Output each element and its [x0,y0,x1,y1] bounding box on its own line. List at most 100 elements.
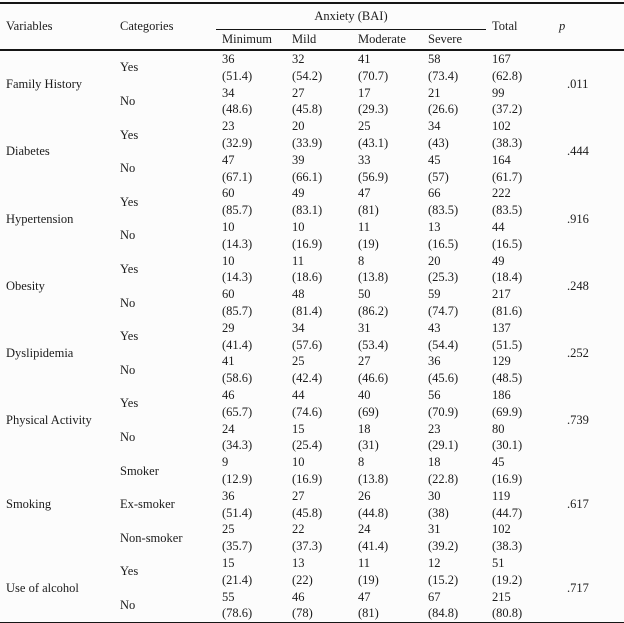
category-cell: Yes [120,396,139,411]
count-cell: 119 [492,488,511,503]
count-cell: 10 [292,219,305,234]
column-header-severe: Severe [428,32,463,46]
percent-cell: (48.5) [492,371,523,386]
count-row: Dyslipidemia Yes 29 34 31 43 137 .252 [0,320,624,360]
variable-cell: Physical Activity [6,413,92,428]
count-row: Smoking Smoker 9 10 8 18 45 .617 [0,454,624,511]
count-cell: 36 [428,354,441,369]
percent-cell: (74.6) [292,404,323,419]
count-cell: 50 [358,287,371,302]
category-cell: Yes [120,127,139,142]
percent-row: (32.9) (33.9) (43.1) (43) (38.3) [0,135,624,152]
percent-cell: (33.9) [292,135,323,150]
percent-cell: (69.9) [492,404,523,419]
percent-cell: (32.9) [222,135,253,150]
category-cell: Ex-smoker [120,497,175,512]
percent-row: (14.3) (18.6) (13.8) (25.3) (18.4) [0,269,624,286]
percent-row: (48.6) (45.8) (29.3) (26.6) (37.2) [0,101,624,118]
percent-cell: (29.1) [428,438,459,453]
count-cell: 59 [428,287,441,302]
percent-cell: (25.4) [292,438,323,453]
percent-cell: (81) [358,606,379,621]
count-cell: 18 [428,455,441,470]
percent-cell: (53.4) [358,337,389,352]
count-cell: 13 [292,555,305,570]
count-cell: 11 [358,219,371,234]
category-cell: Smoker [120,463,159,478]
count-cell: 66 [428,186,441,201]
count-cell: 20 [428,253,441,268]
count-cell: 102 [492,119,511,134]
category-cell: Yes [120,261,139,276]
percent-cell: (81) [358,203,379,218]
percent-cell: (51.4) [222,505,253,520]
column-header-categories: Categories [120,19,174,33]
column-header-total: Total [492,19,518,33]
percent-row: (34.3) (25.4) (31) (29.1) (30.1) [0,437,624,454]
variable-cell: Hypertension [6,211,74,226]
count-cell: 40 [358,387,371,402]
percent-cell: (62.8) [492,68,523,83]
count-cell: 8 [358,455,365,470]
count-cell: 12 [428,555,441,570]
column-header-mild: Mild [292,32,317,46]
variable-cell: Smoking [6,497,52,512]
percent-cell: (44.8) [358,505,389,520]
p-value-cell: .617 [567,497,589,512]
count-cell: 47 [222,152,235,167]
count-cell: 9 [222,455,229,470]
count-cell: 26 [358,488,371,503]
count-row: Non-smoker 25 22 24 31 102 [0,521,624,544]
percent-cell: (45.8) [292,102,323,117]
percent-row: (85.7) (81.4) (86.2) (74.7) (81.6) [0,303,624,320]
count-cell: 10 [292,455,305,470]
count-cell: 44 [292,387,305,402]
percent-cell: (44.7) [492,505,523,520]
percent-cell: (43) [428,135,449,150]
percent-row: (51.4) (54.2) (70.7) (73.4) (62.8) [0,68,624,85]
count-cell: 17 [358,85,371,100]
count-cell: 41 [358,52,371,66]
percent-cell: (42.4) [292,371,323,386]
count-cell: 41 [222,354,235,369]
category-cell: No [120,93,136,108]
count-cell: 25 [222,522,235,537]
variable-cell: Obesity [6,278,45,293]
count-cell: 27 [292,488,305,503]
percent-cell: (16.9) [292,471,323,486]
count-cell: 30 [428,488,441,503]
category-cell: No [120,429,136,444]
percent-cell: (57) [428,169,449,184]
p-value-cell: .011 [567,77,589,92]
count-cell: 55 [222,589,235,604]
p-value-cell: .248 [567,278,589,293]
variable-cell: Dyslipidemia [6,345,74,360]
percent-cell: (15.2) [428,572,459,587]
percent-cell: (51.5) [492,337,523,352]
count-row: No 24 15 18 23 80 [0,421,624,444]
percent-cell: (86.2) [358,303,389,318]
percent-row: (78.6) (78) (81) (84.8) (80.8) [0,605,624,623]
percent-cell: (65.7) [222,404,253,419]
count-cell: 32 [292,52,305,66]
percent-cell: (58.6) [222,371,253,386]
count-cell: 20 [292,119,305,134]
percent-row: (41.4) (57.6) (53.4) (54.4) (51.5) [0,337,624,354]
count-row: No 34 27 17 21 99 [0,85,624,108]
percent-cell: (45.6) [428,371,459,386]
count-row: No 10 10 11 13 44 [0,219,624,242]
percent-cell: (41.4) [222,337,253,352]
percent-cell: (35.7) [222,539,253,554]
percent-cell: (56.9) [358,169,389,184]
count-cell: 45 [492,455,505,470]
count-row: No 55 46 47 67 215 [0,589,624,612]
p-value-cell: .252 [567,345,589,360]
category-cell: No [120,597,136,612]
percent-cell: (29.3) [358,102,389,117]
count-cell: 58 [428,52,441,66]
percent-cell: (16.5) [428,236,459,251]
count-cell: 44 [492,219,505,234]
column-header-p-value: p [559,19,566,33]
count-cell: 31 [428,522,441,537]
